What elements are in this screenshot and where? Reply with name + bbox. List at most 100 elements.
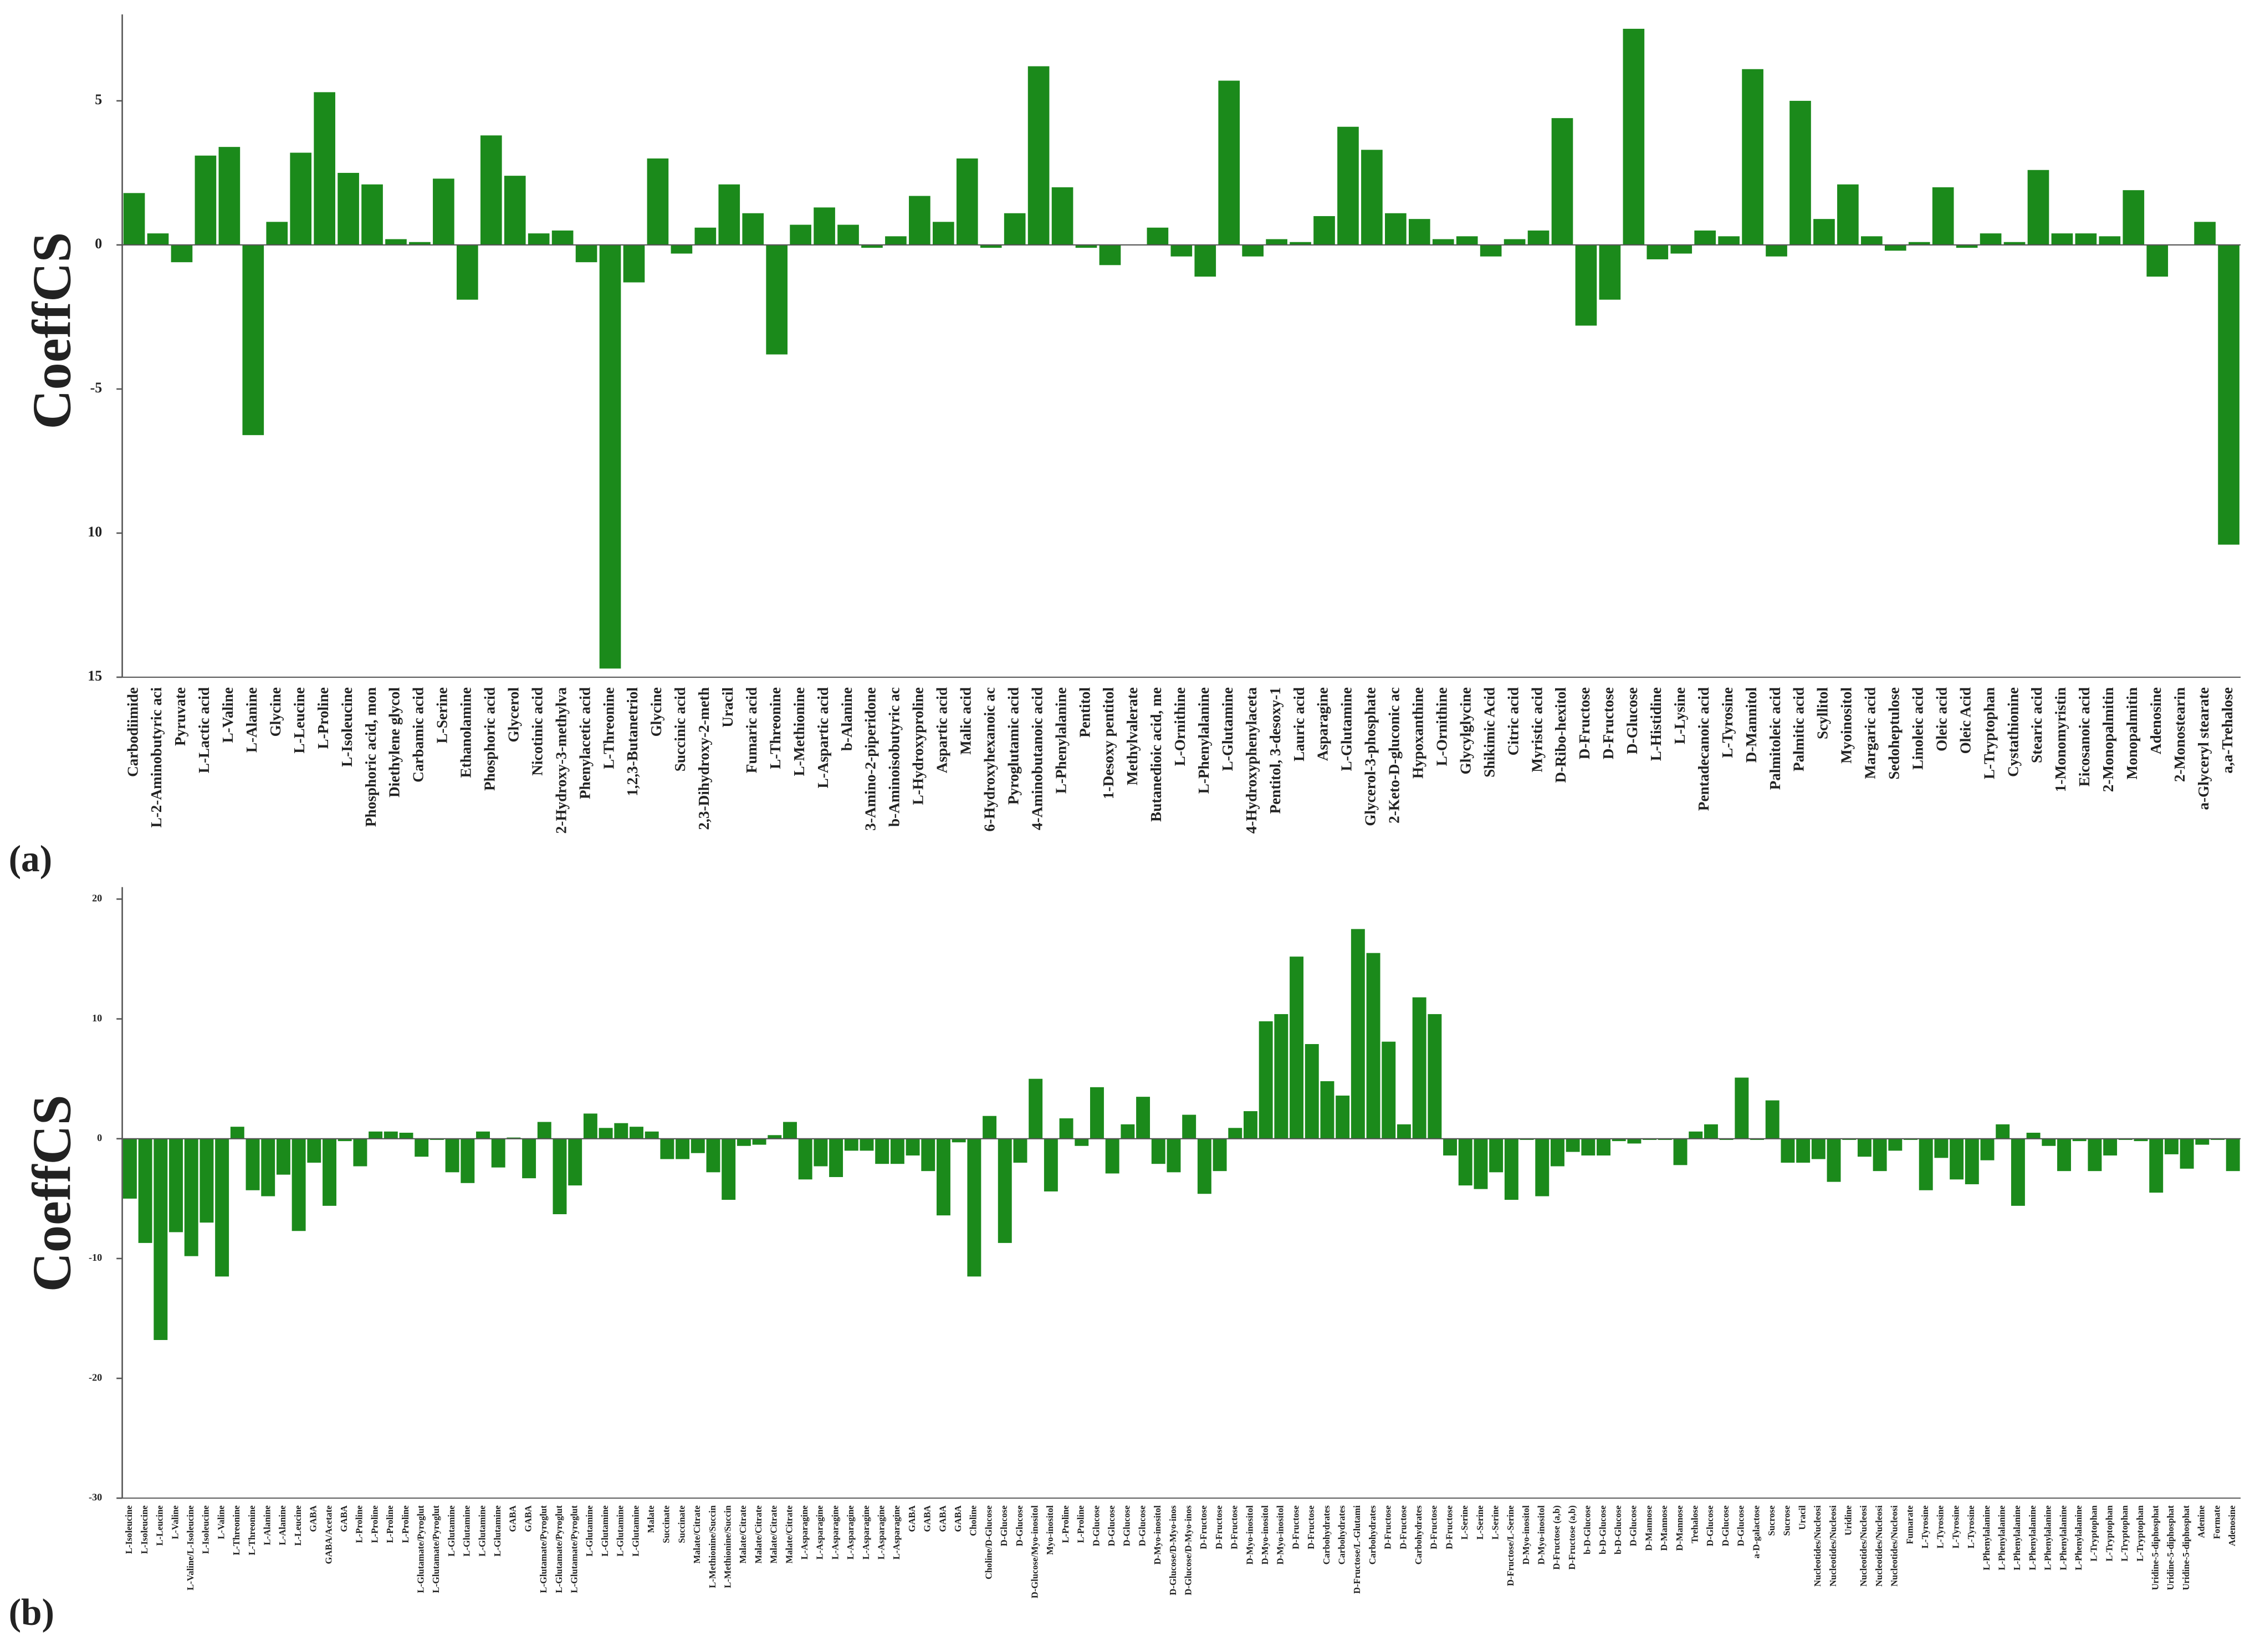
x-tick-label: L-Glutamate/Pyroglut bbox=[431, 1505, 441, 1593]
x-tick-label: L-Lysine bbox=[1671, 687, 1688, 744]
x-tick-label: L-Tryptophan bbox=[2089, 1505, 2099, 1561]
bar bbox=[814, 1138, 828, 1167]
x-tick-label: L-Glutamate/Pyroglut bbox=[554, 1505, 564, 1593]
x-tick-label: Malate/Citrate bbox=[753, 1505, 764, 1563]
x-tick-label: GABA bbox=[308, 1505, 319, 1532]
bar bbox=[630, 1127, 643, 1139]
bar bbox=[1351, 929, 1365, 1139]
bar bbox=[1694, 230, 1716, 245]
x-tick-label: L-Isoleucine bbox=[201, 1505, 211, 1554]
x-tick-label: Myristic acid bbox=[1528, 687, 1545, 773]
bar bbox=[1908, 242, 1930, 245]
bar bbox=[1243, 1111, 1257, 1139]
bar bbox=[2042, 1138, 2056, 1146]
x-tick-label: L-2-Aminobutyric aci bbox=[148, 687, 165, 828]
bar bbox=[1888, 1138, 1903, 1151]
x-tick-label: Uracil bbox=[1797, 1505, 1807, 1530]
x-tick-label: GABA/Acetate bbox=[323, 1505, 334, 1564]
x-tick-label: L-Isoleucine bbox=[139, 1505, 150, 1554]
x-tick-label: L-Tryptophan bbox=[2135, 1505, 2145, 1561]
bar bbox=[1719, 1138, 1734, 1140]
x-tick-label: L-Valine/L-Isoleucine bbox=[185, 1505, 196, 1590]
x-tick-label: Uridine-5-diphosphat bbox=[2181, 1505, 2191, 1590]
bar bbox=[909, 196, 930, 245]
bar bbox=[737, 1138, 751, 1146]
bar bbox=[338, 1138, 352, 1142]
x-tick-label: L-Phenylalanine bbox=[1052, 687, 1069, 794]
bar bbox=[461, 1138, 475, 1183]
bar bbox=[1305, 1044, 1319, 1139]
bar bbox=[138, 1138, 152, 1243]
x-tick-label: D-Fructose bbox=[1600, 687, 1617, 759]
bar bbox=[998, 1138, 1012, 1243]
x-tick-label: D-Mannose bbox=[1674, 1505, 1685, 1551]
x-tick-label: Nucleotides/Nucleosi bbox=[1874, 1505, 1884, 1587]
bar bbox=[1566, 1138, 1580, 1152]
bar bbox=[445, 1138, 459, 1173]
x-tick-label: D-Glucose bbox=[1624, 687, 1640, 754]
y-tick-label: 10 bbox=[92, 1012, 102, 1024]
y-tick-label: 0 bbox=[97, 1132, 102, 1143]
bar bbox=[1781, 1138, 1795, 1163]
bar bbox=[1004, 213, 1026, 245]
x-tick-label: GABA bbox=[937, 1505, 948, 1532]
bar bbox=[480, 135, 502, 245]
bar bbox=[1612, 1138, 1626, 1142]
bar bbox=[215, 1138, 229, 1277]
bar bbox=[276, 1138, 290, 1175]
bar bbox=[2072, 1138, 2087, 1142]
x-tick-label: D-Myo-inositol bbox=[1275, 1505, 1286, 1564]
bar bbox=[1456, 236, 1478, 245]
bar bbox=[1718, 236, 1740, 245]
x-tick-label: Malate/Citrate bbox=[784, 1505, 794, 1563]
bar bbox=[623, 244, 645, 283]
bar bbox=[2180, 1138, 2194, 1169]
x-tick-label: L-Valine bbox=[170, 1505, 180, 1539]
bar bbox=[2027, 170, 2049, 245]
bar bbox=[1336, 1095, 1350, 1139]
bar bbox=[1965, 1138, 1979, 1184]
bar bbox=[1811, 1138, 1826, 1159]
bar bbox=[2149, 1138, 2164, 1193]
x-tick-label: 2-Keto-D-gluconic ac bbox=[1386, 687, 1403, 824]
x-tick-label: D-Fructose bbox=[1444, 1505, 1454, 1549]
bar bbox=[1842, 1138, 1857, 1140]
bar bbox=[844, 1138, 858, 1151]
x-tick-label: L-Alanine bbox=[243, 687, 260, 753]
x-tick-label: L-Leucine bbox=[291, 687, 308, 754]
x-tick-label: Sucrose bbox=[1782, 1505, 1792, 1536]
bar bbox=[967, 1138, 981, 1277]
x-tick-label: D-Glucose/D-Myo-inos bbox=[1183, 1505, 1193, 1595]
x-tick-label: L-Tyrosine bbox=[1935, 1505, 1946, 1548]
x-tick-label: Adenine bbox=[2196, 1505, 2207, 1538]
x-tick-label: Stearic acid bbox=[2028, 687, 2045, 763]
x-tick-label: Succinate bbox=[661, 1505, 672, 1543]
x-tick-label: D-Glucose/D-Myo-inos bbox=[1168, 1505, 1178, 1595]
bar bbox=[2146, 244, 2169, 277]
x-tick-label: 6-Hydroxyhexanoic ac bbox=[981, 687, 998, 831]
x-tick-label: L-Phenylalanine bbox=[1195, 687, 1212, 794]
x-tick-label: L-Valine bbox=[216, 1505, 226, 1539]
x-tick-label: Carbodiimide bbox=[124, 687, 141, 777]
bar bbox=[1197, 1138, 1211, 1194]
x-tick-label: Glycerol-3-phosphate bbox=[1362, 687, 1379, 826]
x-tick-label: L-Threonine bbox=[767, 687, 784, 769]
bar bbox=[1480, 244, 1502, 257]
x-tick-label: L-Proline bbox=[369, 1505, 380, 1543]
x-tick-label: L-Proline bbox=[400, 1505, 411, 1543]
bar bbox=[1904, 1138, 1917, 1140]
bar bbox=[1623, 28, 1645, 245]
x-tick-label: Pyroglutamic acid bbox=[1005, 687, 1021, 805]
x-tick-label: D-Glucose bbox=[999, 1505, 1009, 1546]
bar bbox=[890, 1138, 904, 1164]
x-tick-label: GABA bbox=[922, 1505, 933, 1532]
bar bbox=[568, 1138, 582, 1186]
x-tick-label: L-Tryptophan bbox=[2119, 1505, 2130, 1561]
x-tick-label: L-Serine bbox=[1475, 1505, 1485, 1540]
x-tick-label: Glycine bbox=[648, 687, 664, 737]
bar bbox=[1827, 1138, 1841, 1182]
bar bbox=[323, 1138, 336, 1206]
bar bbox=[1980, 233, 2002, 245]
x-tick-label: L-Glutamine bbox=[1338, 687, 1355, 771]
bar bbox=[829, 1138, 843, 1177]
